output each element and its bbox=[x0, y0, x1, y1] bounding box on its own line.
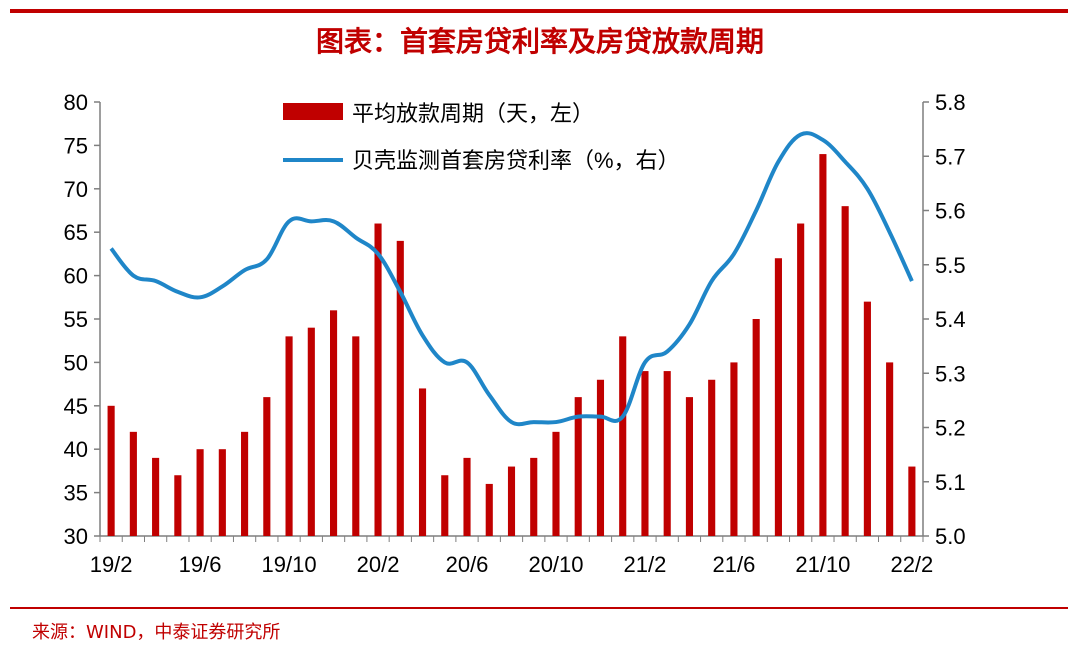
bar bbox=[507, 466, 516, 536]
bar bbox=[797, 223, 805, 536]
source-note: 来源：WIND，中泰证券研究所 bbox=[32, 622, 281, 643]
bar bbox=[418, 388, 427, 536]
legend-bar-label: 平均放款周期（天，左） bbox=[352, 101, 594, 126]
bar bbox=[886, 362, 894, 536]
left-tick-label: 55 bbox=[64, 307, 88, 332]
rate-line bbox=[109, 131, 914, 427]
right-tick-label: 5.4 bbox=[935, 307, 966, 332]
bar bbox=[196, 449, 204, 536]
bar bbox=[263, 397, 271, 536]
top-rule bbox=[10, 9, 1068, 13]
x-tick-label: 19/10 bbox=[262, 552, 317, 577]
bar bbox=[441, 475, 449, 536]
bar bbox=[174, 475, 182, 536]
left-tick-label: 50 bbox=[64, 350, 88, 375]
right-tick-label: 5.3 bbox=[935, 361, 966, 386]
bar bbox=[552, 431, 560, 536]
x-tick-label: 19/6 bbox=[179, 552, 222, 577]
right-tick-label: 5.7 bbox=[935, 144, 966, 169]
x-tick-label: 19/2 bbox=[90, 552, 133, 577]
left-tick-label: 60 bbox=[64, 264, 88, 289]
bar bbox=[841, 206, 849, 536]
right-tick-label: 5.2 bbox=[935, 416, 966, 441]
bar bbox=[685, 397, 694, 536]
bar bbox=[218, 449, 226, 536]
left-tick-label: 40 bbox=[64, 437, 88, 462]
right-tick-label: 5.1 bbox=[935, 470, 966, 495]
right-tick-label: 5.6 bbox=[935, 199, 966, 224]
bar bbox=[107, 405, 115, 536]
bar bbox=[752, 319, 760, 536]
bar bbox=[307, 327, 315, 536]
legend-bar-swatch bbox=[283, 103, 343, 120]
bottom-rule bbox=[10, 607, 1068, 609]
bar bbox=[663, 371, 671, 536]
left-tick-label: 45 bbox=[64, 394, 88, 419]
bar bbox=[285, 336, 293, 536]
bar bbox=[485, 483, 493, 536]
bar bbox=[241, 431, 249, 536]
bar bbox=[329, 310, 338, 536]
x-tick-label: 20/6 bbox=[446, 552, 489, 577]
x-tick-label: 20/10 bbox=[528, 552, 583, 577]
bar bbox=[396, 240, 404, 536]
x-tick-label: 21/2 bbox=[624, 552, 667, 577]
left-tick-label: 70 bbox=[64, 177, 88, 202]
right-tick-label: 5.5 bbox=[935, 253, 966, 278]
right-tick-label: 5.8 bbox=[935, 90, 966, 115]
bar bbox=[641, 371, 649, 536]
legend-line-label: 贝壳监测首套房贷利率（%，右） bbox=[352, 148, 680, 173]
right-tick-label: 5.0 bbox=[935, 524, 966, 549]
left-tick-label: 65 bbox=[64, 220, 88, 245]
bar bbox=[819, 154, 827, 536]
bar bbox=[619, 336, 627, 536]
x-tick-label: 20/2 bbox=[357, 552, 400, 577]
bar bbox=[596, 379, 605, 536]
bar bbox=[129, 431, 137, 536]
bar bbox=[730, 362, 738, 536]
x-tick-label: 21/10 bbox=[795, 552, 850, 577]
left-tick-label: 30 bbox=[64, 524, 88, 549]
bar bbox=[774, 258, 782, 536]
bar bbox=[908, 466, 916, 536]
x-tick-label: 22/2 bbox=[890, 552, 933, 577]
bar bbox=[708, 379, 716, 536]
bar bbox=[352, 336, 360, 536]
bar bbox=[463, 457, 471, 536]
left-tick-label: 75 bbox=[64, 133, 88, 158]
bar bbox=[863, 301, 871, 536]
bar bbox=[152, 457, 160, 536]
left-tick-label: 35 bbox=[64, 481, 88, 506]
chart-title: 图表：首套房贷利率及房贷放款周期 bbox=[315, 25, 764, 58]
left-tick-label: 80 bbox=[64, 90, 88, 115]
bar bbox=[574, 397, 582, 536]
bar bbox=[530, 457, 538, 536]
x-tick-label: 21/6 bbox=[713, 552, 756, 577]
bar bbox=[374, 223, 382, 536]
